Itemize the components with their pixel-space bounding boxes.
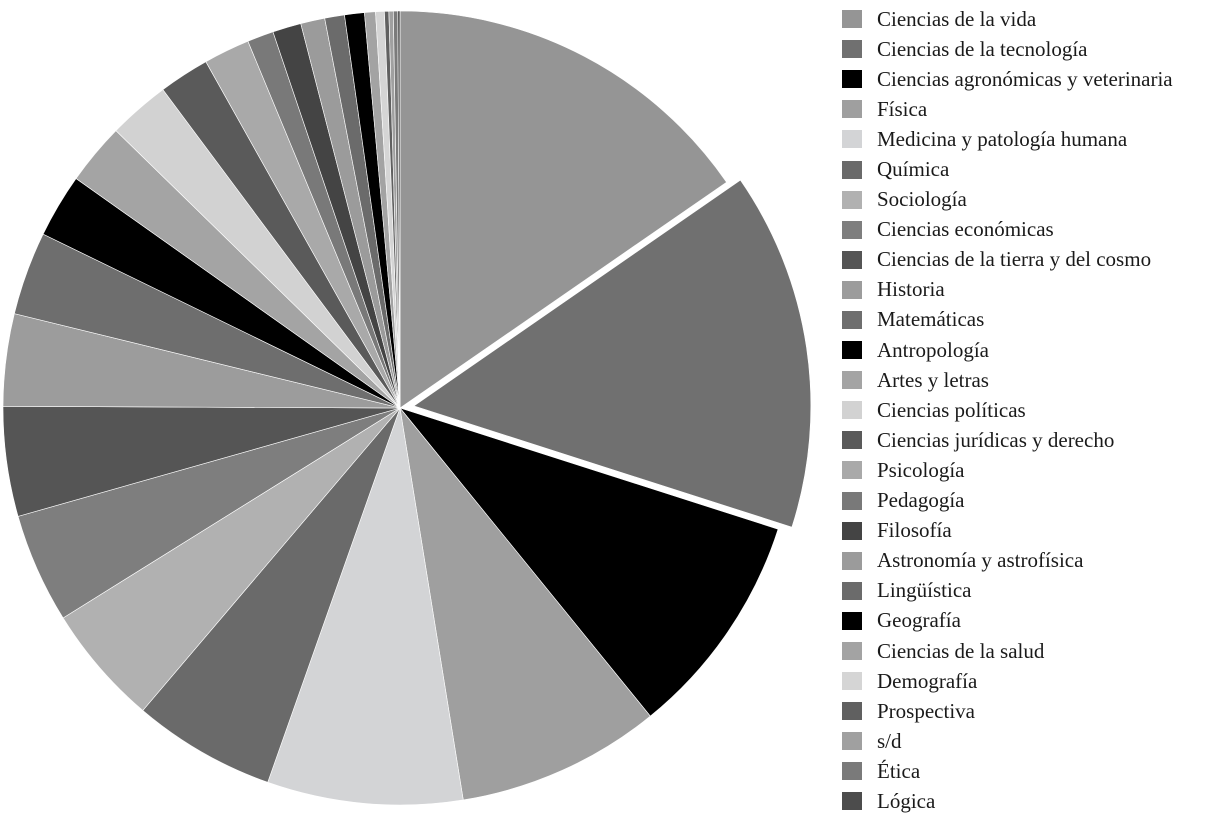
legend-swatch [842, 732, 862, 751]
pie-slice [399, 407, 779, 717]
legend-item: Artes y letras [842, 365, 1222, 395]
legend-label: Lingüística [877, 578, 972, 603]
legend-swatch [842, 672, 862, 691]
legend-swatch [842, 702, 862, 721]
legend-item: Ciencias agronómicas y veterinaria [842, 64, 1222, 94]
legend-swatch [842, 792, 862, 811]
pie-slice [142, 407, 401, 783]
legend-item: Ciencias de la tierra y del cosmo [842, 245, 1222, 275]
legend-item: Sociología [842, 185, 1222, 215]
legend-item: Física [842, 94, 1222, 124]
legend-label: Ciencias de la tierra y del cosmo [877, 247, 1152, 272]
legend-item: Pedagogía [842, 486, 1222, 516]
legend-item: Historia [842, 275, 1222, 305]
legend-item: Ciencias jurídicas y derecho [842, 425, 1222, 455]
legend-item: Prospectiva [842, 696, 1222, 726]
legend-label: Psicología [877, 457, 965, 482]
legend-swatch [842, 70, 862, 89]
chart-legend: Ciencias de la vida Ciencias de la tecnol… [842, 4, 1222, 817]
legend-label: Demografía [877, 668, 978, 693]
pie-slice [399, 10, 727, 409]
legend-label: Medicina y patología humana [877, 126, 1128, 151]
legend-label: Antropología [877, 337, 989, 362]
legend-item: s/d [842, 726, 1222, 756]
legend-swatch [842, 401, 862, 420]
legend-item: Matemáticas [842, 305, 1222, 335]
pie-plot-area [2, 10, 812, 806]
legend-swatch [842, 130, 862, 149]
legend-swatch [842, 341, 862, 360]
pie-slice [267, 407, 464, 806]
legend-swatch [842, 642, 862, 661]
legend-swatch [842, 100, 862, 119]
legend-item: Astronomía y astrofísica [842, 546, 1222, 576]
legend-swatch [842, 40, 862, 59]
legend-label: Ética [877, 758, 921, 783]
legend-swatch [842, 611, 862, 630]
legend-swatch [842, 250, 862, 269]
legend-swatch [842, 190, 862, 209]
legend-swatch [842, 280, 862, 299]
legend-label: Física [877, 96, 928, 121]
legend-label: Pedagogía [877, 488, 965, 513]
legend-item: Antropología [842, 335, 1222, 365]
legend-item: Química [842, 154, 1222, 184]
legend-item: Lógica [842, 786, 1222, 816]
legend-label: Ciencias de la salud [877, 638, 1045, 663]
legend-item: Ciencias de la vida [842, 4, 1222, 34]
legend-label: Prospectiva [877, 698, 975, 723]
legend-label: Ciencias políticas [877, 397, 1026, 422]
legend-swatch [842, 431, 862, 450]
legend-label: Sociología [877, 187, 967, 212]
legend-label: Ciencias de la tecnología [877, 36, 1088, 61]
legend-swatch [842, 371, 862, 390]
legend-label: Geografía [877, 608, 961, 633]
legend-swatch [842, 551, 862, 570]
legend-label: s/d [877, 728, 902, 753]
legend-item: Ciencias políticas [842, 395, 1222, 425]
legend-label: Astronomía y astrofísica [877, 548, 1084, 573]
legend-label: Filosofía [877, 518, 952, 543]
legend-swatch [842, 310, 862, 329]
legend-item: Lingüística [842, 576, 1222, 606]
legend-swatch [842, 581, 862, 600]
legend-label: Ciencias agronómicas y veterinaria [877, 66, 1173, 91]
legend-item: Medicina y patología humana [842, 124, 1222, 154]
legend-label: Artes y letras [877, 367, 989, 392]
legend-swatch [842, 521, 862, 540]
legend-label: Lógica [877, 788, 936, 813]
legend-label: Ciencias de la vida [877, 6, 1037, 31]
legend-swatch [842, 491, 862, 510]
pie-slice [413, 179, 812, 528]
legend-label: Ciencias jurídicas y derecho [877, 427, 1115, 452]
pie-slice [399, 406, 651, 801]
legend-item: Geografía [842, 606, 1222, 636]
legend-item: Ciencias económicas [842, 215, 1222, 245]
legend-swatch [842, 762, 862, 781]
legend-swatch [842, 461, 862, 480]
legend-label: Ciencias económicas [877, 217, 1054, 242]
legend-label: Historia [877, 277, 945, 302]
legend-item: Filosofía [842, 516, 1222, 546]
legend-item: Ciencias de la salud [842, 636, 1222, 666]
legend-label: Química [877, 157, 950, 182]
legend-item: Ética [842, 756, 1222, 786]
legend-item: Psicología [842, 455, 1222, 485]
legend-swatch [842, 160, 862, 179]
pie-slice [397, 10, 401, 409]
legend-swatch [842, 220, 862, 239]
legend-item: Demografía [842, 666, 1222, 696]
legend-item: Ciencias de la tecnología [842, 34, 1222, 64]
legend-swatch [842, 10, 862, 29]
legend-label: Matemáticas [877, 307, 985, 332]
